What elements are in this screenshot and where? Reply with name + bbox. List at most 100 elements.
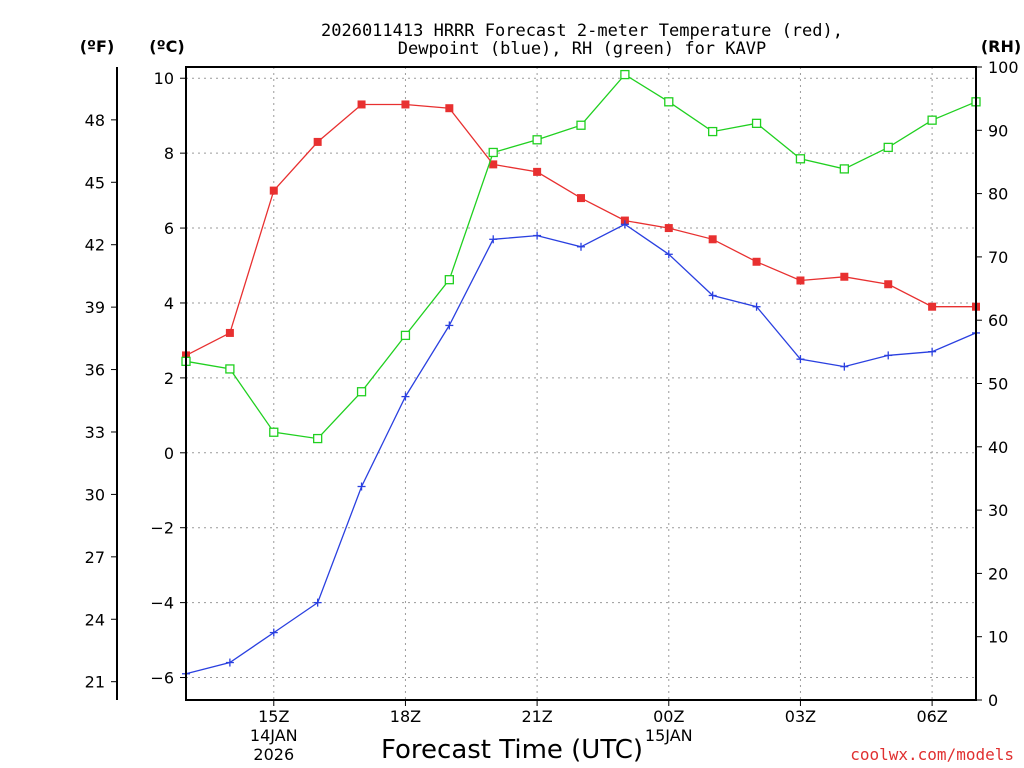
x-tick-label: 00Z (653, 707, 684, 726)
celsius-tick-label: −6 (150, 669, 174, 688)
fahrenheit-tick-label: 48 (85, 111, 105, 130)
x-tick-label: 15Z (258, 707, 289, 726)
dewpoint-point (357, 482, 366, 491)
dewpoint-point (225, 658, 234, 667)
rh-point (400, 330, 411, 341)
rh-point (356, 387, 367, 397)
temperature-point (401, 100, 410, 109)
celsius-tick-label: 2 (164, 369, 174, 388)
rh-point (751, 118, 762, 128)
dewpoint-point (884, 351, 893, 360)
fahrenheit-tick-label: 27 (85, 548, 105, 567)
dewpoint-point (445, 321, 454, 330)
fahrenheit-tick-label: 33 (85, 423, 105, 442)
temperature-point (928, 302, 937, 311)
x-tick-year: 2026 (253, 745, 294, 764)
temperature-line (185, 103, 976, 356)
dewpoint-point (269, 628, 278, 637)
celsius-axis-unit: (ºC) (149, 37, 184, 56)
fahrenheit-tick-label: 42 (85, 236, 105, 255)
dewpoint-point (928, 347, 937, 356)
celsius-tick-label: 8 (164, 144, 174, 163)
celsius-tick-label: 0 (164, 444, 174, 463)
rh-tick-label: 100 (988, 58, 1019, 77)
rh-point (708, 126, 718, 137)
rh-axis-unit: (RH) (981, 37, 1021, 56)
temperature-point (357, 100, 366, 109)
temperature-point (752, 257, 761, 266)
series-temperature (182, 100, 980, 360)
temperature-point (533, 167, 542, 176)
rh-tick-label: 90 (988, 121, 1008, 140)
rh-point (620, 69, 630, 80)
rh-point (883, 142, 893, 153)
dewpoint-point (752, 302, 761, 311)
rh-point (269, 427, 279, 437)
rh-point (313, 433, 323, 444)
temperature-point (269, 186, 278, 195)
x-tick-label: 21Z (521, 707, 552, 726)
rh-tick-label: 0 (988, 691, 998, 710)
fahrenheit-tick-label: 45 (85, 173, 105, 192)
temperature-point (884, 280, 893, 289)
rh-tick-label: 70 (988, 248, 1008, 267)
dewpoint-point (313, 598, 322, 607)
rh-point (532, 135, 542, 145)
rh-point (664, 97, 674, 107)
dewpoint-point (840, 362, 849, 371)
rh-tick-label: 40 (988, 438, 1008, 457)
rh-point (795, 154, 806, 164)
x-tick-label: 06Z (916, 707, 947, 726)
x-tick-label: 18Z (390, 707, 421, 726)
fahrenheit-tick-label: 21 (85, 673, 105, 692)
chart-title-line1: 2026011413 HRRR Forecast 2-meter Tempera… (321, 21, 843, 41)
temperature-point (489, 160, 498, 169)
rh-point (839, 164, 849, 174)
celsius-tick-label: 6 (164, 219, 174, 238)
dewpoint-point (620, 220, 629, 229)
celsius-tick-label: −4 (150, 594, 174, 613)
x-axis-label: Forecast Time (UTC) (381, 735, 643, 765)
dewpoint-point (401, 392, 410, 401)
temperature-point (840, 272, 849, 281)
rh-point (927, 115, 937, 125)
fahrenheit-tick-label: 39 (85, 298, 105, 317)
dewpoint-point (577, 242, 585, 251)
temperature-point (577, 194, 585, 203)
rh-tick-label: 30 (988, 501, 1008, 520)
temperature-point (796, 276, 805, 285)
temperature-point (708, 235, 717, 244)
rh-point (225, 364, 235, 374)
dewpoint-point (489, 235, 498, 244)
dewpoint-point (796, 355, 805, 364)
temperature-point (445, 104, 454, 113)
dewpoint-line (185, 223, 977, 675)
rh-tick-label: 50 (988, 375, 1008, 394)
rh-point (488, 147, 498, 158)
dewpoint-point (533, 231, 542, 240)
x-tick-date: 14JAN (250, 726, 298, 745)
rh-tick-label: 60 (988, 311, 1008, 330)
fahrenheit-tick-label: 24 (85, 610, 105, 629)
x-tick-date: 15JAN (645, 726, 693, 745)
fahrenheit-tick-label: 30 (85, 485, 105, 504)
x-tick-label: 03Z (785, 707, 816, 726)
temperature-point (225, 328, 234, 337)
dewpoint-point (708, 291, 717, 300)
chart-title-line2: Dewpoint (blue), RH (green) for KAVP (398, 39, 766, 59)
series-rh (181, 69, 981, 444)
rh-tick-label: 20 (988, 564, 1008, 583)
rh-tick-label: 80 (988, 185, 1008, 204)
series-dewpoint (182, 220, 980, 678)
temperature-point (313, 137, 322, 146)
temperature-point (664, 224, 673, 233)
celsius-tick-label: 4 (164, 294, 174, 313)
celsius-tick-label: −2 (150, 519, 174, 538)
fahrenheit-tick-label: 36 (85, 361, 105, 380)
dewpoint-point (664, 250, 673, 259)
rh-point (444, 275, 454, 285)
rh-point (576, 120, 586, 130)
credit-text: coolwx.com/models (850, 745, 1014, 764)
rh-tick-label: 10 (988, 628, 1008, 647)
